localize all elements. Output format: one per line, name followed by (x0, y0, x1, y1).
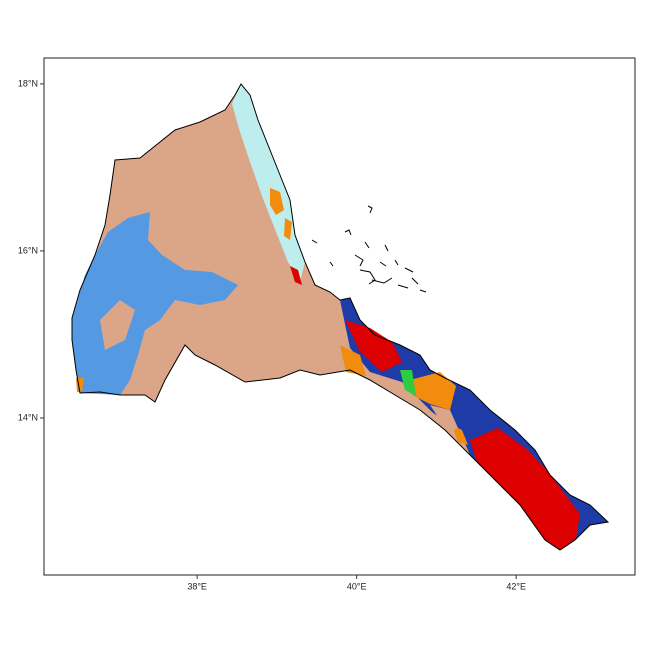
x-tick-label: 40°E (347, 581, 367, 591)
regions (72, 84, 608, 550)
region (284, 218, 292, 240)
region (340, 345, 366, 376)
region (345, 320, 402, 372)
region (72, 212, 238, 395)
region (270, 188, 284, 215)
region (290, 266, 302, 285)
island (311, 205, 427, 293)
region (400, 370, 416, 396)
y-tick-label: 16°N (18, 245, 38, 255)
axes: 38°E 40°E 42°E 14°N 16°N 18°N (18, 78, 526, 591)
country-outline (71, 83, 610, 551)
y-tick-label: 18°N (18, 78, 38, 88)
x-tick-label: 42°E (506, 581, 526, 591)
x-tick-label: 38°E (187, 581, 207, 591)
region (410, 372, 456, 410)
region (100, 300, 135, 350)
region (452, 425, 468, 445)
y-tick-label: 14°N (18, 412, 38, 422)
region (470, 428, 580, 550)
islands (311, 205, 427, 293)
region (430, 405, 458, 432)
